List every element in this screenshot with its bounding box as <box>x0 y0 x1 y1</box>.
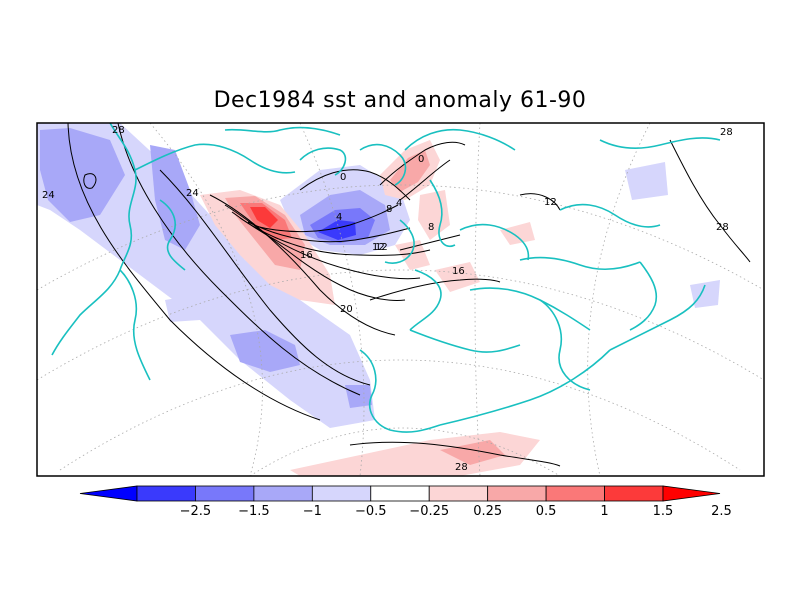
contour-label: 16 <box>452 266 465 277</box>
colorbar-swatch <box>428 485 489 502</box>
colorbar-swatch <box>136 485 196 502</box>
contour-label: 28 <box>716 222 729 233</box>
coastlines <box>51 123 721 433</box>
anomaly-positive-region <box>440 440 505 465</box>
contour-line <box>209 194 396 336</box>
contour-line <box>83 173 97 189</box>
colorbar-tick-label: 0.25 <box>473 504 502 519</box>
colorbar-swatch <box>253 485 313 502</box>
anomaly-negative-region <box>345 385 372 408</box>
colorbar-swatch <box>195 485 255 502</box>
anomaly-positive-region <box>435 262 480 292</box>
anomaly-negative-region <box>165 295 200 322</box>
contour-line <box>349 441 561 467</box>
contour-labels: 28 24 24 20 16 12 8 4 0 0 4 8 12 16 12 2… <box>42 125 733 473</box>
contour-label: 24 <box>186 188 199 199</box>
contour-label: 16 <box>300 250 313 261</box>
contour-line <box>159 169 371 386</box>
anomaly-negative-region <box>150 145 200 250</box>
contour-label: 12 <box>544 197 557 208</box>
anomaly-negative-region <box>690 280 720 308</box>
contour-label: 8 <box>428 222 434 233</box>
anomaly-negative-region <box>230 330 300 372</box>
contour-label: 28 <box>720 127 733 138</box>
colorbar-tick-label: −1.5 <box>238 504 270 519</box>
colorbar-tick-label: −2.5 <box>180 504 212 519</box>
contour-line <box>247 221 411 243</box>
contour-line <box>254 204 399 233</box>
colorbar-tick-label: 0.5 <box>536 504 557 519</box>
contour-line <box>669 139 751 263</box>
colorbar: −2.5 −1.5 −1 −0.5 −0.25 0.25 0.5 1 1.5 2.5 <box>79 485 732 519</box>
contour-line <box>239 217 431 256</box>
colorbar-swatch <box>487 485 547 502</box>
contour-line <box>299 169 411 201</box>
contour-line <box>519 193 561 211</box>
anomaly-negative-region <box>318 220 356 240</box>
colorbar-tick-label: 1.5 <box>653 504 674 519</box>
colorbar-tick-label: 1 <box>600 504 608 519</box>
graticule <box>37 123 764 476</box>
contour-label: 12 <box>375 242 388 253</box>
contour-label: 4 <box>396 198 402 209</box>
contour-label: 20 <box>340 304 353 315</box>
anomaly-negative-region <box>625 162 668 200</box>
contour-label: 28 <box>455 462 468 473</box>
colorbar-tick-label: 2.5 <box>711 504 732 519</box>
colorbar-tick-label: −1 <box>303 504 322 519</box>
colorbar-swatch <box>604 485 664 502</box>
contour-line <box>399 234 461 251</box>
contour-label: 0 <box>418 154 424 165</box>
colorbar-swatch <box>311 485 372 502</box>
colorbar-swatch <box>545 485 605 502</box>
contour-label: 4 <box>336 212 342 223</box>
contour-label: 24 <box>42 190 55 201</box>
colorbar-end-low <box>79 485 138 502</box>
contour-label: 8 <box>386 204 392 215</box>
map-title: Dec1984 sst and anomaly 61-90 <box>213 88 587 113</box>
contour-label: 28 <box>112 125 125 136</box>
anomaly-positive-region <box>500 222 535 245</box>
anomaly-positive-region <box>418 190 450 240</box>
map-frame <box>36 122 765 477</box>
contour-line <box>369 278 501 301</box>
anomaly-positive-region <box>250 207 278 228</box>
anomaly-positive-region <box>395 240 430 270</box>
contour-line <box>379 141 466 186</box>
contour-line <box>399 159 451 201</box>
colorbar-swatch <box>370 485 430 502</box>
contour-label: 12 <box>372 242 385 253</box>
contour-line <box>67 123 321 421</box>
anomaly-negative-region <box>40 128 125 222</box>
contour-line <box>231 211 421 280</box>
colorbar-tick-label: −0.25 <box>409 504 449 519</box>
contour-label: 0 <box>340 172 346 183</box>
colorbar-tick-label: −0.5 <box>355 504 387 519</box>
colorbar-end-high <box>662 485 721 502</box>
